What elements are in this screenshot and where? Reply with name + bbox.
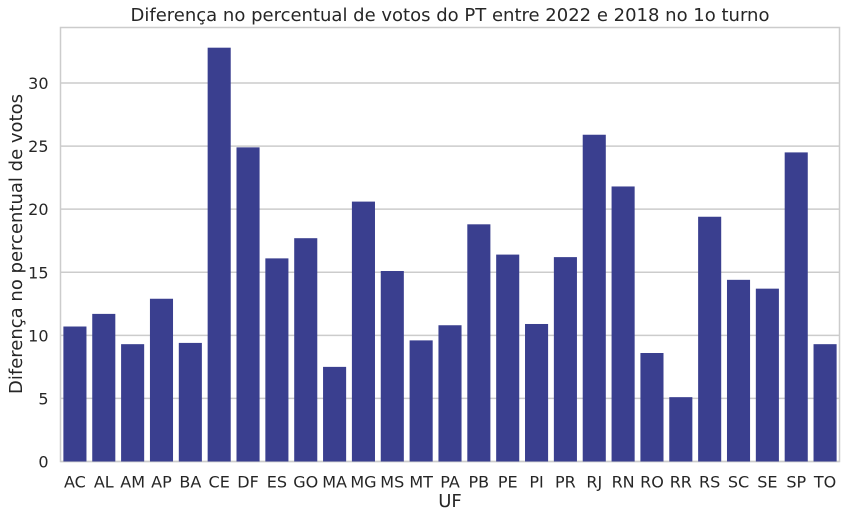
x-tick-label: AP	[151, 473, 172, 492]
x-tick-label: CE	[209, 473, 230, 492]
bar-mt	[409, 340, 433, 462]
bar-rs	[698, 216, 722, 462]
x-tick-label: AM	[120, 473, 145, 492]
y-tick-label: 25	[28, 137, 48, 156]
x-tick-label: SP	[786, 473, 806, 492]
x-tick-label: MA	[322, 473, 347, 492]
y-tick-label: 20	[28, 200, 48, 219]
y-tick-label: 5	[38, 389, 48, 408]
x-tick-label: RJ	[586, 473, 602, 492]
bar-rr	[669, 397, 693, 462]
bar-ce	[207, 47, 231, 462]
x-tick-label: BA	[179, 473, 201, 492]
x-tick-label: PE	[498, 473, 518, 492]
bars	[63, 47, 837, 462]
bar-sp	[784, 152, 808, 462]
y-tick-label: 0	[38, 453, 48, 472]
bar-to	[813, 344, 837, 462]
x-tick-label: MS	[380, 473, 404, 492]
y-axis-label: Diferença no percentual de votos	[6, 94, 27, 394]
x-tick-label: MT	[409, 473, 433, 492]
x-tick-label: AC	[64, 473, 86, 492]
x-tick-label: RN	[612, 473, 635, 492]
bar-es	[265, 258, 289, 462]
bar-ba	[178, 342, 202, 462]
x-tick-label: PI	[529, 473, 543, 492]
bar-pb	[467, 224, 491, 462]
bar-go	[294, 238, 318, 462]
x-tick-label: SC	[728, 473, 749, 492]
x-tick-label: SE	[757, 473, 777, 492]
bar-se	[755, 288, 779, 462]
bar-pe	[496, 254, 520, 462]
bar-pa	[438, 325, 462, 462]
bar-am	[121, 344, 145, 462]
bar-pr	[553, 257, 577, 462]
x-axis-label: UF	[438, 491, 462, 512]
x-tick-label: PB	[469, 473, 490, 492]
y-tick-labels: 0 5 10 15 20 25 30	[28, 74, 48, 471]
bar-ms	[380, 270, 404, 462]
bar-ap	[149, 298, 174, 462]
bar-rj	[582, 134, 606, 462]
bar-rn	[611, 186, 635, 462]
bar-al	[92, 313, 116, 462]
bar-ma	[323, 366, 347, 462]
bar-ro	[640, 353, 664, 462]
x-tick-label: MG	[350, 473, 376, 492]
x-tick-label: RO	[640, 473, 664, 492]
x-tick-label: RR	[670, 473, 692, 492]
y-tick-label: 10	[28, 326, 48, 345]
x-tick-label: RS	[699, 473, 720, 492]
x-tick-label: DF	[237, 473, 259, 492]
bar-mg	[351, 201, 375, 462]
y-tick-label: 30	[28, 74, 48, 93]
y-tick-label: 15	[28, 263, 48, 282]
x-tick-label: ES	[267, 473, 287, 492]
bar-df	[236, 147, 260, 462]
x-tick-label: PA	[440, 473, 460, 492]
bar-ac	[63, 326, 87, 462]
x-tick-label: TO	[813, 473, 836, 492]
x-tick-label: PR	[555, 473, 576, 492]
x-tick-label: GO	[293, 473, 318, 492]
chart-title: Diferença no percentual de votos do PT e…	[131, 5, 770, 26]
x-tick-label: AL	[94, 473, 114, 492]
bar-sc	[726, 279, 751, 462]
x-tick-labels: AC AL AM AP BA CE DF ES GO MA MG MS MT PA PB PE PI PR RJ RN…	[64, 473, 836, 492]
bar-pi	[525, 323, 549, 462]
